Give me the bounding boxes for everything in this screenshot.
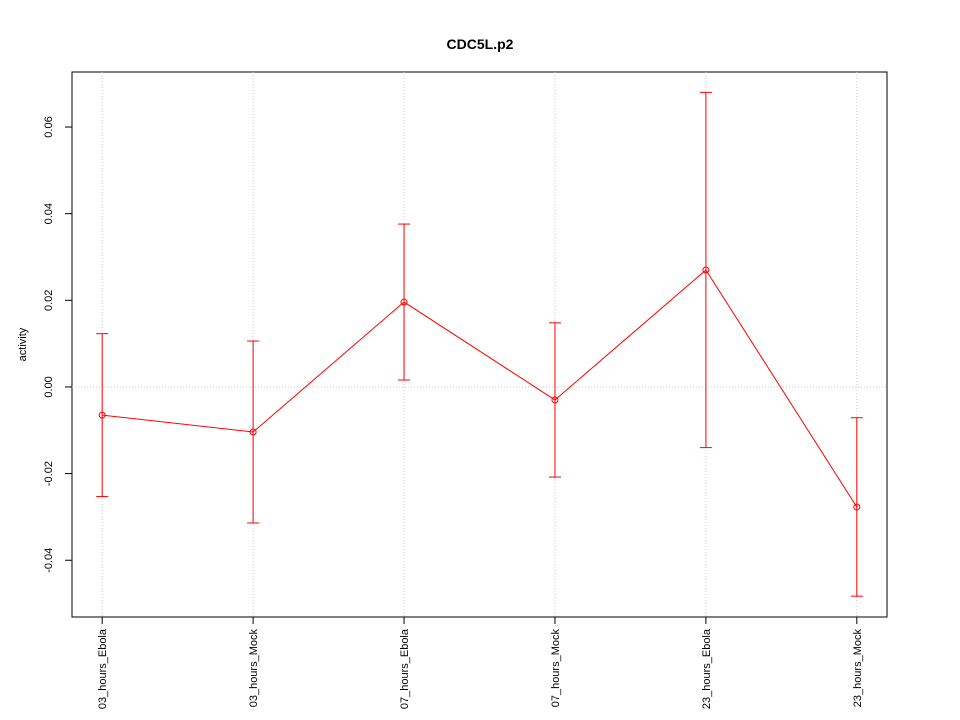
error-bar (398, 223, 411, 381)
error-bar (548, 322, 561, 478)
y-tick-label: 0.06 (43, 116, 55, 137)
x-tick-label: 23_hours_Ebola (701, 628, 713, 709)
y-tick-label: -0.02 (43, 461, 55, 486)
x-tick-label: 23_hours_Mock (852, 629, 864, 708)
x-tick-label: 03_hours_Mock (248, 629, 260, 708)
point (249, 428, 257, 436)
plot-frame (71, 71, 888, 618)
y-tick-label: -0.04 (43, 548, 55, 573)
x-tick-label: 07_hours_Ebola (399, 628, 411, 709)
y-tick-label: 0.02 (43, 290, 55, 311)
y-tick-label: 0.04 (43, 203, 55, 224)
error-bar (699, 91, 712, 449)
y-axis-label: activity (17, 327, 29, 361)
point (98, 411, 106, 419)
point (702, 266, 710, 274)
x-tick-label: 07_hours_Mock (550, 629, 562, 708)
x-tick-label: 03_hours_Ebola (97, 628, 109, 709)
chart-title: CDC5L.p2 (447, 36, 514, 52)
series-line (102, 269, 858, 508)
error-bar (96, 333, 109, 498)
y-tick-label: 0.00 (43, 376, 55, 397)
error-bar (247, 340, 260, 524)
error-bar (850, 417, 863, 597)
point (551, 396, 559, 404)
point (400, 298, 408, 306)
point (853, 503, 861, 511)
